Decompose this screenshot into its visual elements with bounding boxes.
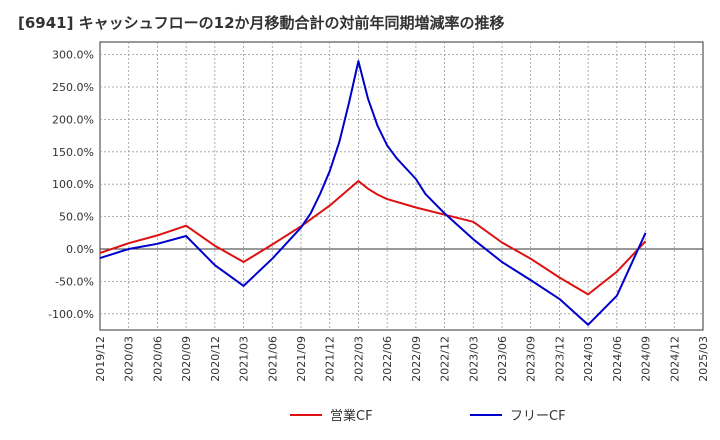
- x-tick-label: 2025/03: [697, 336, 710, 382]
- y-tick-label: 0.0%: [66, 243, 94, 256]
- chart-title: [6941] キャッシュフローの12か月移動合計の対前年同期増減率の推移: [18, 14, 505, 32]
- x-tick-label: 2023/12: [553, 336, 566, 382]
- series-line-operating-cf: [99, 180, 647, 296]
- x-tick-label: 2024/06: [611, 336, 624, 382]
- x-tick-label: 2023/09: [525, 336, 538, 382]
- x-tick-label: 2023/06: [496, 336, 509, 382]
- y-tick-label: 200.0%: [52, 113, 94, 126]
- y-tick-label: -50.0%: [55, 275, 94, 288]
- legend-label: 営業CF: [330, 408, 373, 424]
- y-tick-label: 50.0%: [59, 211, 94, 224]
- y-tick-label: 100.0%: [52, 178, 94, 191]
- x-tick-label: 2021/09: [295, 336, 308, 382]
- x-tick-label: 2024/09: [640, 336, 653, 382]
- y-tick-label: 250.0%: [52, 81, 94, 94]
- x-tick-label: 2021/03: [238, 336, 251, 382]
- x-tick-label: 2021/12: [324, 336, 337, 382]
- plot-area: [99, 41, 704, 331]
- y-tick-label: 150.0%: [52, 146, 94, 159]
- x-tick-label: 2020/12: [209, 336, 222, 382]
- x-tick-label: 2020/03: [123, 336, 136, 382]
- x-tick-label: 2020/06: [151, 336, 164, 382]
- x-tick-label: 2022/03: [352, 336, 365, 382]
- x-tick-label: 2019/12: [94, 336, 107, 382]
- x-tick-label: 2022/09: [410, 336, 423, 382]
- x-tick-label: 2023/03: [467, 336, 480, 382]
- x-tick-label: 2021/06: [266, 336, 279, 382]
- y-tick-label: -100.0%: [48, 308, 94, 321]
- series-line-free-cf: [99, 60, 647, 326]
- x-tick-label: 2024/12: [668, 336, 681, 382]
- y-tick-label: 300.0%: [52, 49, 94, 62]
- x-tick-label: 2020/09: [180, 336, 193, 382]
- x-tick-label: 2022/06: [381, 336, 394, 382]
- legend-label: フリーCF: [510, 409, 566, 424]
- x-tick-label: 2022/12: [439, 336, 452, 382]
- x-tick-label: 2024/03: [582, 336, 595, 382]
